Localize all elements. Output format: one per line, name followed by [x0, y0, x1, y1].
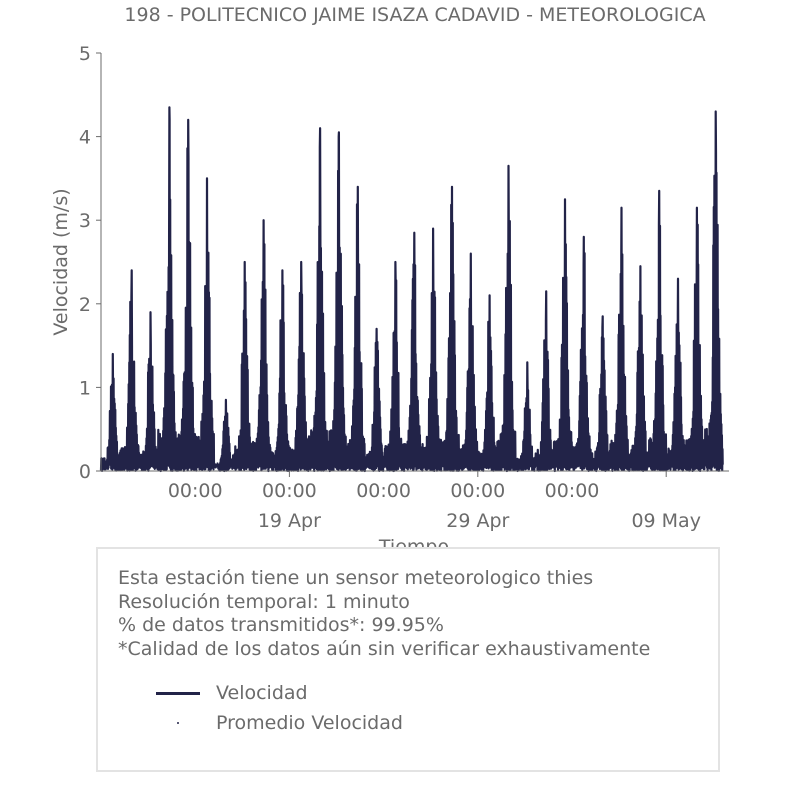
legend-item-velocidad: Velocidad	[156, 681, 308, 705]
y-tick-label: 5	[79, 43, 91, 65]
chart-title: 198 - POLITECNICO JAIME ISAZA CADAVID - …	[124, 4, 705, 26]
y-tick-label: 3	[79, 210, 91, 232]
legend-item-promedio: Promedio Velocidad	[156, 711, 403, 735]
legend-label-velocidad: Velocidad	[216, 682, 308, 704]
x-tick-time-label: 00:00	[262, 480, 317, 502]
info-transmitted-line: % de datos transmitidos*: 99.95%	[118, 614, 444, 636]
info-legend-box: Esta estación tiene un sensor meteorolog…	[96, 547, 720, 772]
plot-area	[99, 106, 724, 473]
x-tick-time-label: 00:00	[168, 480, 223, 502]
info-sensor-line: Esta estación tiene un sensor meteorolog…	[118, 567, 594, 589]
series-velocidad-line	[99, 106, 724, 473]
info-resolution-line: Resolución temporal: 1 minuto	[118, 590, 410, 613]
x-tick-time-label: 00:00	[450, 480, 505, 502]
y-tick-label: 0	[79, 461, 91, 483]
y-tick-label: 2	[79, 294, 91, 316]
station-info: Esta estación tiene un sensor meteorolog…	[118, 567, 650, 661]
axes: 0 1 2 3 4 5 00:00 00:00 00:00 00:00 00:00 19 Apr 29 …	[79, 43, 729, 532]
x-tick-time-label: 00:00	[545, 480, 600, 502]
legend-line-swatch	[156, 691, 200, 695]
legend-dot-swatch	[156, 721, 200, 725]
y-tick-label: 4	[79, 127, 91, 149]
y-tick-label: 1	[79, 377, 91, 399]
x-tick-time-label: 00:00	[356, 480, 411, 502]
x-tick-date-label: 29 Apr	[446, 510, 509, 532]
y-axis-label: Velocidad (m/s)	[50, 188, 72, 335]
x-tick-date-label: 19 Apr	[258, 510, 321, 532]
x-tick-date-label: 09 May	[631, 510, 701, 532]
legend-label-promedio: Promedio Velocidad	[216, 712, 403, 734]
info-quality-line: *Calidad de los datos aún sin verificar …	[118, 637, 651, 660]
